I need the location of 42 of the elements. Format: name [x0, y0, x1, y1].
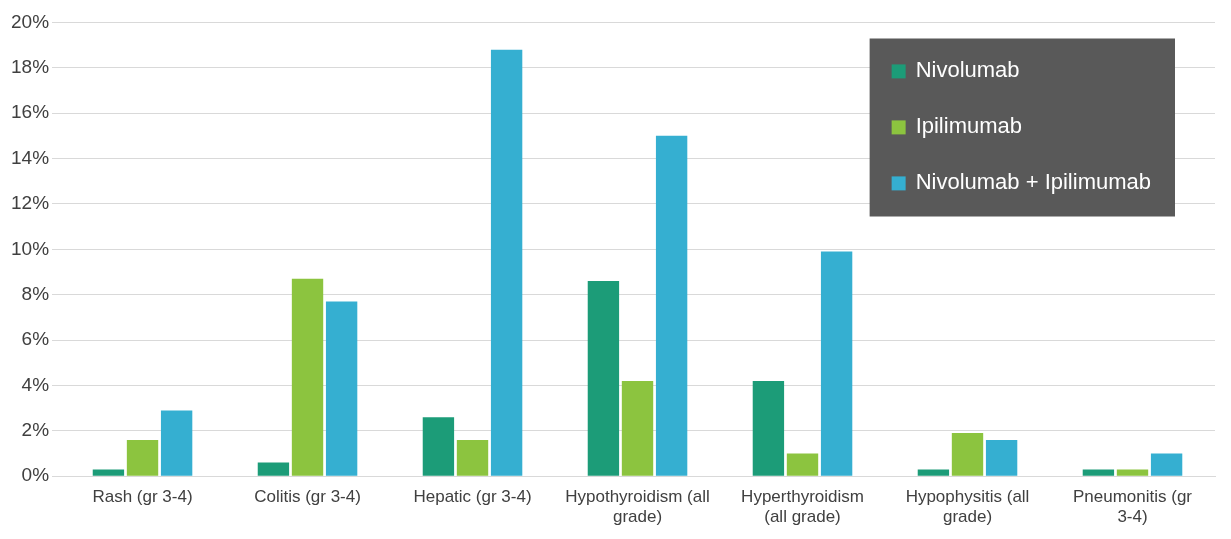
- y-tick-label: 14%: [11, 146, 50, 168]
- bar: [786, 453, 819, 476]
- y-tick-label: 4%: [21, 373, 50, 395]
- x-tick-label: Hyperthyroidism (all grade): [741, 487, 864, 527]
- bar: [917, 469, 950, 476]
- y-tick-label: 18%: [11, 56, 50, 78]
- bar: [655, 135, 688, 476]
- bar: [1116, 469, 1149, 476]
- y-tick-label: 12%: [11, 192, 50, 214]
- bar: [490, 49, 523, 476]
- bar: [1150, 453, 1183, 476]
- bar: [92, 469, 125, 476]
- y-tick-label: 0%: [21, 464, 50, 486]
- bar: [291, 278, 324, 476]
- bar: [126, 439, 159, 476]
- y-tick-label: 10%: [11, 237, 50, 259]
- x-tick-label: Pneumonitis (gr 3-4): [1072, 487, 1193, 527]
- bar: [951, 433, 984, 476]
- y-tick-label: 6%: [21, 328, 50, 350]
- x-tick-label: Hypothyroidism (all grade): [565, 487, 710, 527]
- bar: [422, 417, 455, 476]
- bar: [587, 281, 620, 476]
- bar: [820, 251, 853, 476]
- x-tick-label: Hypophysitis (all grade): [905, 487, 1030, 527]
- bar: [752, 380, 785, 476]
- y-tick-label: 8%: [21, 282, 50, 304]
- y-tick-label: 2%: [21, 419, 50, 441]
- legend-label: Nivolumab + Ipilimumab: [915, 169, 1151, 195]
- x-tick-label: Colitis (gr 3-4): [254, 487, 361, 507]
- x-tick-label: Rash (gr 3-4): [92, 487, 193, 507]
- legend-label: Nivolumab: [915, 57, 1020, 83]
- bar: [985, 439, 1018, 476]
- x-tick-label: Hepatic (gr 3-4): [413, 487, 532, 507]
- bar: [160, 410, 193, 476]
- y-tick-label: 20%: [11, 10, 50, 32]
- y-tick-label: 16%: [11, 101, 50, 123]
- bar: [621, 380, 654, 476]
- bar: [456, 439, 489, 476]
- legend-label: Ipilimumab: [915, 113, 1022, 139]
- bar: [1082, 469, 1115, 476]
- bar: [325, 301, 358, 476]
- bar: [257, 462, 290, 476]
